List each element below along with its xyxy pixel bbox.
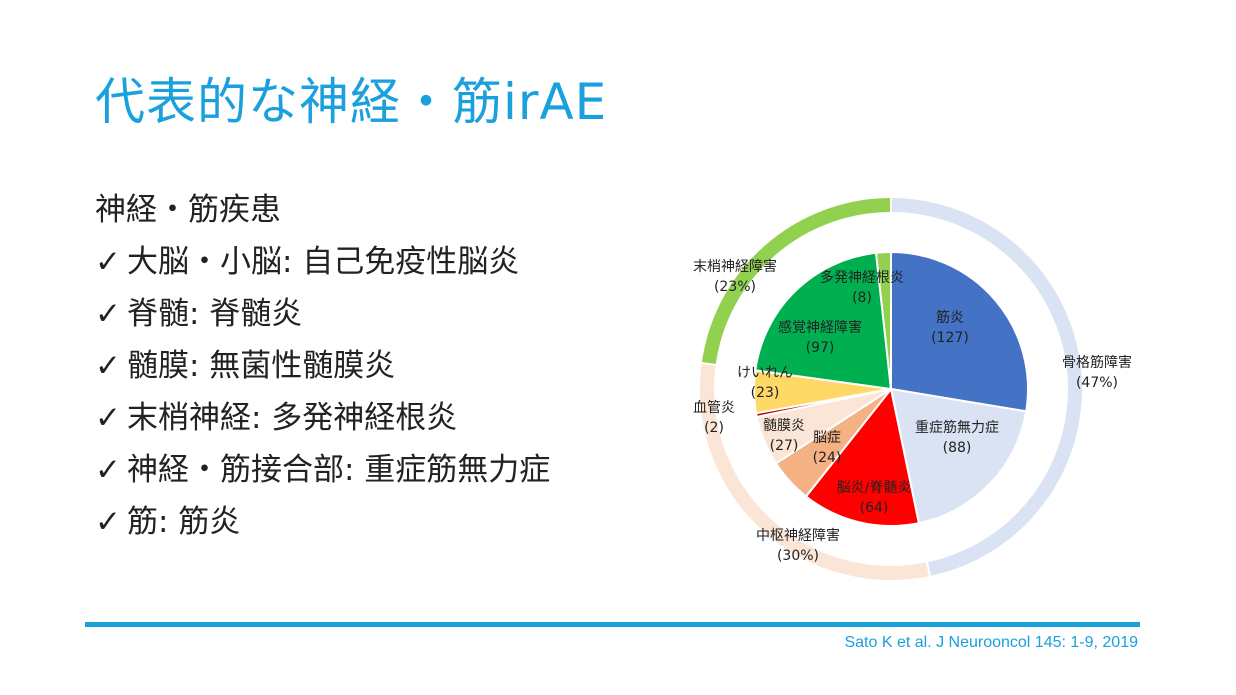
list-item: ✓ 大脳・小脳: 自己免疫性脳炎 [95, 236, 550, 288]
outer-ring-segment [699, 195, 892, 367]
citation: Sato K et al. J Neurooncol 145: 1-9, 201… [844, 634, 1138, 651]
list-item: ✓ 神経・筋接合部: 重症筋無力症 [95, 444, 550, 496]
slice-label: 血管炎 [693, 400, 735, 416]
list-item-text: 大脳・小脳: 自己免疫性脳炎 [126, 244, 520, 280]
pie-slice [874, 250, 892, 390]
list-item-text: 末梢神経: 多発神経根炎 [126, 400, 458, 436]
check-mark-icon: ✓ [95, 296, 121, 332]
slice-value-label: (8) [852, 290, 872, 306]
slice-label: けいれん [737, 365, 793, 381]
ring-label: 末梢神経障害 [693, 259, 777, 275]
slice-label: 重症筋無力症 [915, 419, 999, 436]
pie-slice [890, 250, 1029, 413]
pie-slice [889, 387, 1028, 525]
ring-label: 骨格筋障害 [1062, 354, 1132, 371]
slice-label: 筋炎 [936, 309, 964, 326]
check-mark-icon: ✓ [95, 244, 121, 280]
slice-value-label: (2) [704, 420, 724, 436]
slice-value-label: (23) [751, 385, 780, 401]
slice-label: 多発神経根炎 [820, 269, 904, 286]
slice-value-label: (24) [813, 450, 842, 466]
list-item: ✓ 髄膜: 無菌性髄膜炎 [95, 340, 550, 392]
ring-percent-label: (23%) [714, 279, 756, 295]
slice-value-label: (97) [806, 340, 835, 356]
slice-label: 髄膜炎 [763, 418, 805, 434]
slice-label: 感覚神経障害 [778, 319, 862, 336]
list-item: ✓ 筋: 筋炎 [95, 496, 550, 548]
ring-percent-label: (30%) [777, 548, 819, 564]
pie-slice [754, 251, 893, 391]
check-mark-icon: ✓ [95, 348, 121, 384]
check-mark-icon: ✓ [95, 452, 121, 488]
slide-title: 代表的な神経・筋irAE [95, 73, 608, 131]
list-heading: 神経・筋疾患 [95, 192, 281, 228]
slice-value-label: (88) [943, 440, 972, 456]
pie-slice [804, 386, 921, 527]
list-item-text: 脊髄: 脊髄炎 [126, 296, 303, 332]
list-item-text: 筋: 筋炎 [126, 504, 241, 540]
bullet-list: 神経・筋疾患 ✓ 大脳・小脳: 自己免疫性脳炎 ✓ 脊髄: 脊髄炎 ✓ 髄膜: 無菌性… [95, 184, 550, 548]
list-item-text: 髄膜: 無菌性髄膜炎 [126, 348, 396, 384]
list-item: ✓ 末梢神経: 多発神経根炎 [95, 392, 550, 444]
slice-value-label: (27) [770, 438, 799, 454]
check-mark-icon: ✓ [95, 504, 121, 540]
list-item-text: 神経・筋接合部: 重症筋無力症 [126, 452, 551, 488]
slice-value-label: (127) [931, 330, 969, 346]
slice-label: 脳炎/脊髄炎 [837, 480, 912, 496]
footer-divider [85, 622, 1140, 627]
slice-value-label: (64) [860, 500, 889, 516]
slice-label: 脳症 [813, 430, 841, 446]
list-item: ✓ 脊髄: 脊髄炎 [95, 288, 550, 340]
ring-label: 中枢神経障害 [756, 528, 840, 544]
check-mark-icon: ✓ [95, 400, 121, 436]
ring-percent-label: (47%) [1076, 375, 1118, 391]
